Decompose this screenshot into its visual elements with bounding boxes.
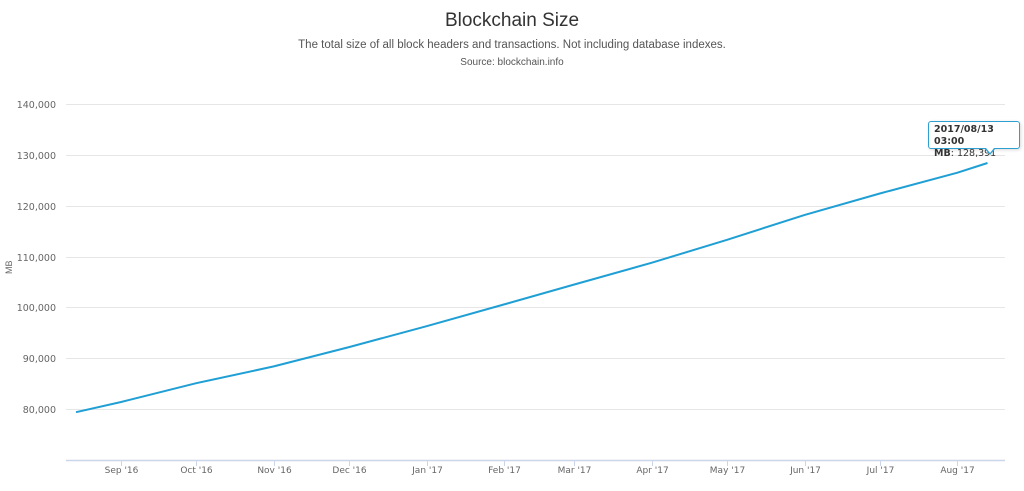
y-tick-label: 100,000 (17, 303, 56, 314)
tooltip-value: 128,391 (956, 148, 997, 159)
series-line[interactable] (75, 162, 988, 414)
x-tick-label: Apr '17 (636, 466, 668, 476)
y-tick-label: 80,000 (23, 405, 56, 416)
y-tick-label: 130,000 (17, 151, 56, 162)
x-tick-label: Jan '17 (411, 466, 443, 476)
tooltip-key: MB (934, 148, 951, 159)
x-axis: Sep '16 Oct '16 Nov '16 Dec '16 Jan '17 Feb '… (66, 459, 1005, 476)
tooltip-pointer-fill (986, 148, 994, 153)
y-axis-ticks: 80,000 90,000 100,000 110,000 120,000 130,000… (17, 100, 56, 416)
x-tick-label: Feb '17 (488, 466, 521, 476)
y-tick-label: 120,000 (17, 202, 56, 213)
tooltip-date: 2017/08/13 03:00 (934, 124, 994, 147)
y-tick-label: 110,000 (17, 253, 56, 264)
x-tick-label: Jun '17 (789, 466, 821, 476)
x-tick-label: May '17 (710, 466, 745, 476)
gridlines (66, 104, 1005, 410)
x-tick-label: Oct '16 (180, 466, 213, 476)
x-tick-label: Mar '17 (558, 466, 592, 476)
y-tick-label: 140,000 (17, 100, 56, 111)
chart-subtitle: The total size of all block headers and … (298, 39, 726, 51)
x-tick-label: Dec '16 (332, 466, 366, 476)
x-tick-label: Nov '16 (257, 466, 292, 476)
series-mb[interactable] (75, 162, 988, 414)
data-tooltip: 2017/08/13 03:00 MB: 128,391 (928, 121, 1020, 159)
x-tick-label: Aug '17 (940, 466, 974, 476)
tooltip-value-row: MB: 128,391 (934, 148, 997, 159)
x-tick-label: Sep '16 (105, 466, 139, 476)
chart-title: Blockchain Size (444, 10, 580, 31)
chart-source: Source: blockchain.info (460, 57, 564, 68)
x-tick-label: Jul '17 (866, 466, 895, 476)
y-tick-label: 90,000 (23, 354, 56, 365)
